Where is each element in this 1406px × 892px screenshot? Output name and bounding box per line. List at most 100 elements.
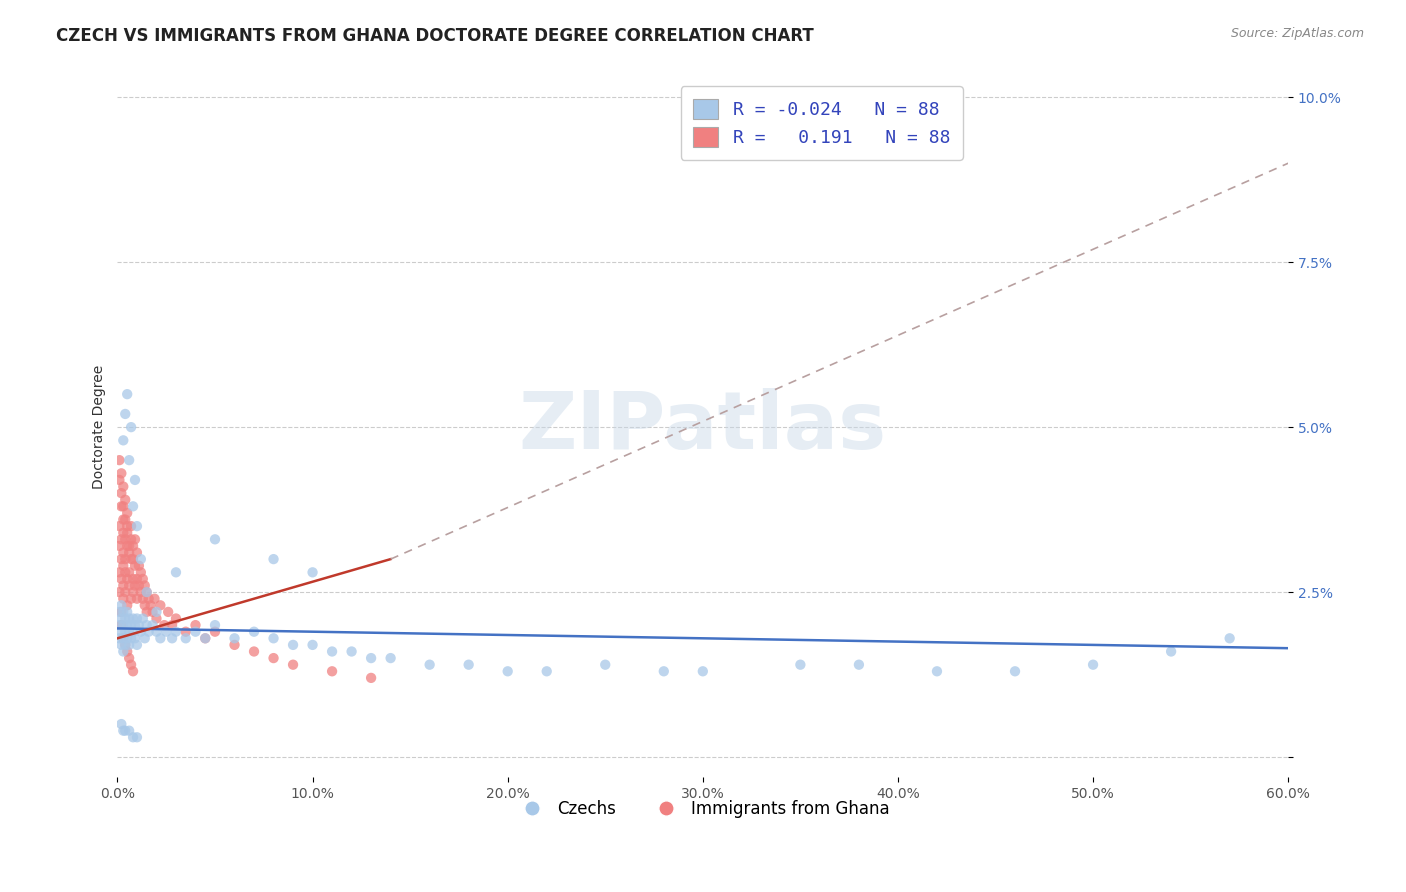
Point: [118, 651, 141, 665]
Point: [122, 572, 145, 586]
Point: [155, 624, 177, 639]
Point: [110, 605, 132, 619]
Point: [165, 611, 187, 625]
Point: [165, 624, 187, 639]
Point: [263, 632, 285, 646]
Point: [115, 605, 138, 619]
Point: [110, 638, 132, 652]
Point: [122, 552, 145, 566]
Point: [149, 632, 172, 646]
Point: [925, 665, 948, 679]
Point: [142, 605, 165, 619]
Point: [112, 500, 135, 514]
Point: [1219, 632, 1241, 646]
Point: [128, 558, 150, 573]
Point: [360, 671, 382, 685]
Point: [281, 638, 304, 652]
Point: [118, 545, 141, 559]
Point: [129, 585, 152, 599]
Point: [692, 665, 714, 679]
Point: [194, 632, 217, 646]
Point: [160, 632, 183, 646]
Point: [112, 578, 135, 592]
Point: [120, 533, 142, 547]
Point: [132, 591, 155, 606]
Point: [125, 638, 148, 652]
Point: [118, 638, 141, 652]
Point: [108, 632, 131, 646]
Point: [496, 665, 519, 679]
Point: [129, 552, 152, 566]
Point: [124, 578, 146, 592]
Point: [263, 552, 285, 566]
Point: [114, 552, 136, 566]
Point: [204, 624, 226, 639]
Point: [118, 453, 141, 467]
Point: [114, 512, 136, 526]
Point: [110, 486, 132, 500]
Point: [114, 407, 136, 421]
Point: [135, 605, 157, 619]
Point: [115, 632, 138, 646]
Point: [114, 585, 136, 599]
Point: [419, 657, 441, 672]
Point: [114, 611, 136, 625]
Point: [112, 558, 135, 573]
Point: [124, 632, 146, 646]
Point: [129, 624, 152, 639]
Point: [114, 566, 136, 580]
Point: [110, 533, 132, 547]
Point: [125, 591, 148, 606]
Point: [122, 624, 145, 639]
Point: [108, 453, 131, 467]
Point: [110, 599, 132, 613]
Point: [174, 632, 197, 646]
Point: [145, 605, 167, 619]
Point: [139, 599, 162, 613]
Point: [112, 525, 135, 540]
Point: [108, 605, 131, 619]
Point: [112, 723, 135, 738]
Point: [110, 500, 132, 514]
Point: [224, 632, 246, 646]
Point: [120, 591, 142, 606]
Point: [122, 611, 145, 625]
Point: [120, 519, 142, 533]
Text: CZECH VS IMMIGRANTS FROM GHANA DOCTORATE DEGREE CORRELATION CHART: CZECH VS IMMIGRANTS FROM GHANA DOCTORATE…: [56, 27, 814, 45]
Point: [380, 651, 402, 665]
Point: [114, 624, 136, 639]
Point: [108, 566, 131, 580]
Point: [124, 558, 146, 573]
Point: [160, 618, 183, 632]
Point: [114, 638, 136, 652]
Point: [118, 611, 141, 625]
Point: [115, 525, 138, 540]
Point: [108, 618, 131, 632]
Point: [138, 591, 160, 606]
Legend: Czechs, Immigrants from Ghana: Czechs, Immigrants from Ghana: [509, 793, 897, 824]
Point: [108, 473, 131, 487]
Point: [132, 611, 155, 625]
Point: [134, 578, 156, 592]
Point: [132, 572, 155, 586]
Point: [125, 545, 148, 559]
Point: [120, 552, 142, 566]
Point: [125, 519, 148, 533]
Point: [145, 611, 167, 625]
Point: [118, 624, 141, 639]
Point: [112, 545, 135, 559]
Point: [120, 632, 142, 646]
Point: [135, 618, 157, 632]
Point: [118, 578, 141, 592]
Point: [124, 618, 146, 632]
Point: [118, 539, 141, 553]
Point: [122, 585, 145, 599]
Point: [157, 605, 180, 619]
Point: [243, 644, 266, 658]
Point: [112, 591, 135, 606]
Point: [135, 585, 157, 599]
Point: [138, 624, 160, 639]
Point: [125, 572, 148, 586]
Point: [204, 618, 226, 632]
Point: [114, 492, 136, 507]
